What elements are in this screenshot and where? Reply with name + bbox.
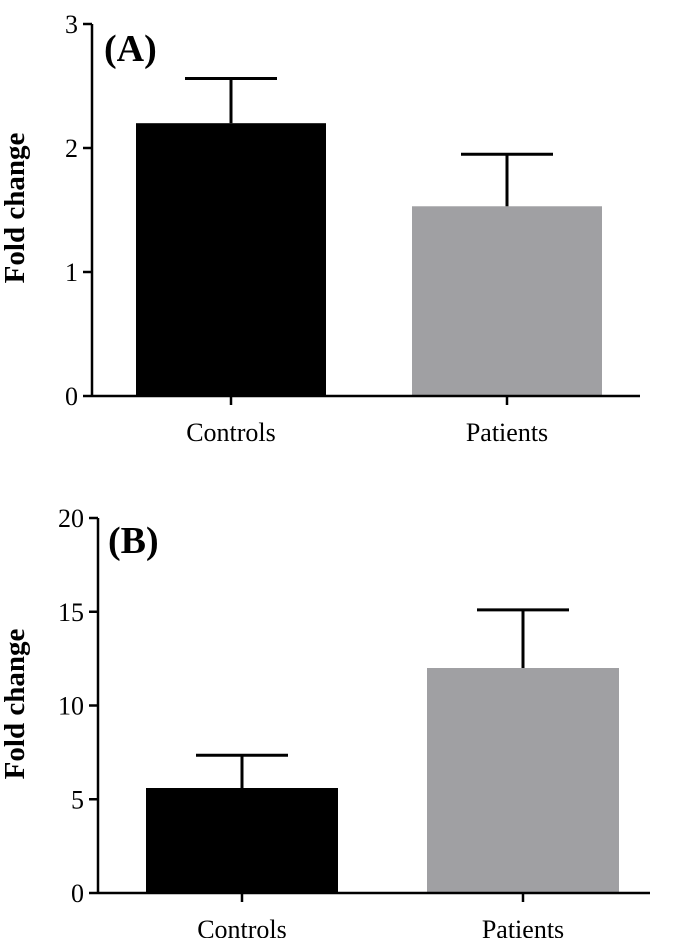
panel-label: (A) [104,28,157,70]
y-tick-label: 1 [65,258,78,287]
y-tick-label: 2 [65,134,78,163]
x-tick-label: Controls [197,915,287,938]
y-tick-label: 0 [65,382,78,411]
x-tick-label: Patients [482,915,564,938]
bar-patients [412,206,602,396]
y-tick-label: 0 [71,879,84,908]
bar-patients [427,668,619,893]
y-tick-label: 20 [58,504,84,533]
y-tick-label: 3 [65,10,78,39]
y-tick-label: 15 [58,598,84,627]
bar-controls [146,788,338,893]
y-tick-label: 10 [58,692,84,721]
y-axis-label: Fold change [0,629,31,780]
bar-controls [136,123,326,396]
chart-panel-b: Controls Patients 0 5 10 15 20 Fold change (B) [0,504,650,938]
panel-label: (B) [108,520,159,562]
x-tick-label: Controls [186,418,276,447]
y-tick-label: 5 [71,785,84,814]
x-tick-label: Patients [466,418,548,447]
y-axis-label: Fold change [0,133,31,284]
chart-panel-a: Controls Patients 0 1 2 3 Fold change (A) [0,10,640,447]
